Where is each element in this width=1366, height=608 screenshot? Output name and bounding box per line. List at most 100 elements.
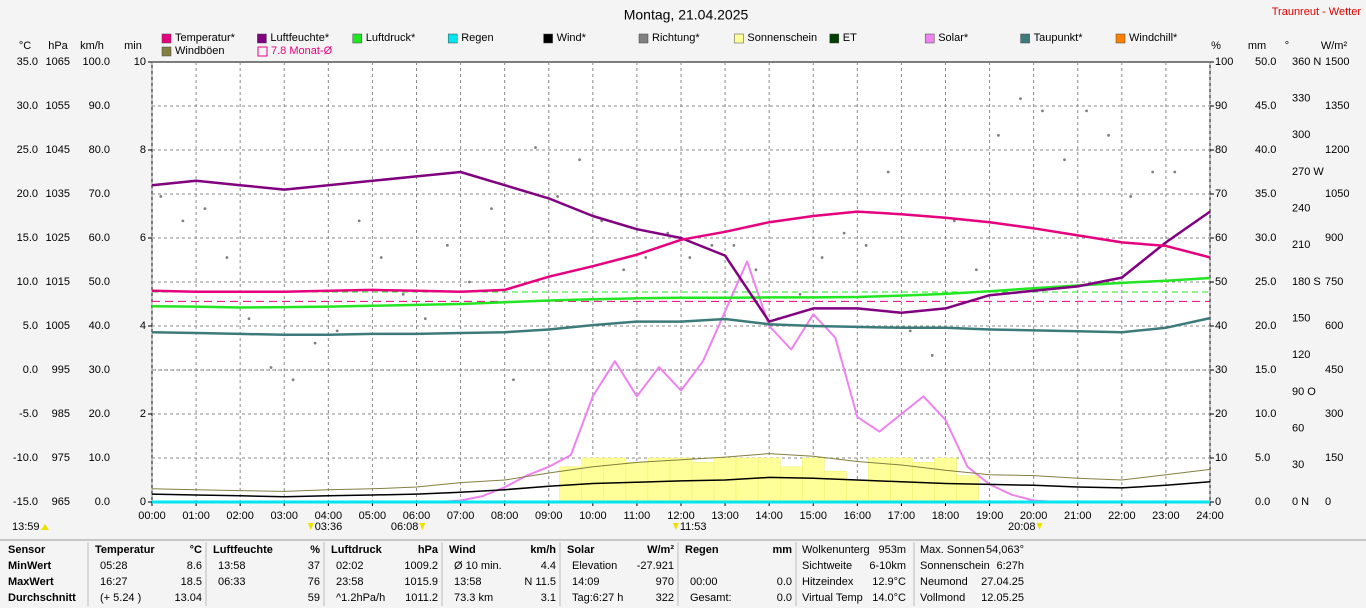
y-tick-label: 985 — [52, 408, 70, 420]
axis-unit: mm — [1248, 40, 1266, 52]
y-tick-label: 50.0 — [89, 276, 110, 288]
axis-unit: W/m² — [1321, 40, 1348, 52]
direction-point — [401, 292, 405, 296]
direction-point — [732, 243, 736, 247]
direction-point — [313, 341, 317, 345]
y-tick-label: 0.0 — [23, 364, 38, 376]
sunshine-bar — [735, 457, 759, 503]
stats-header: Solar — [567, 544, 595, 556]
direction-point — [1019, 97, 1022, 101]
direction-point — [1129, 195, 1133, 198]
stats-header: Wind — [449, 544, 476, 556]
legend-swatch — [1020, 33, 1030, 44]
y-tick-label: 20.0 — [17, 188, 38, 200]
stats-unit: km/h — [530, 544, 556, 556]
y-tick-label: 60 — [1292, 423, 1304, 435]
y-tick-label: 1065 — [46, 56, 70, 68]
direction-point — [1085, 109, 1088, 113]
legend-swatch — [257, 46, 268, 57]
y-tick-label: -15.0 — [13, 496, 38, 508]
direction-point — [181, 219, 185, 223]
direction-point — [644, 256, 648, 259]
sunshine-bar — [691, 462, 715, 503]
stats-cell: 23:58 — [336, 576, 364, 588]
annotation-marker — [307, 523, 314, 530]
stats-value: 1011.2 — [405, 592, 438, 604]
axis-unit: km/h — [80, 40, 104, 52]
y-tick-label: 40.0 — [1255, 144, 1276, 156]
x-tick-label: 21:00 — [1064, 510, 1092, 522]
y-tick-label: 100 — [1215, 56, 1233, 68]
sunshine-bar — [801, 457, 825, 503]
legend-label: Luftdruck* — [366, 32, 416, 44]
x-tick-label: 01:00 — [182, 510, 210, 522]
y-tick-label: 70.0 — [89, 188, 110, 200]
extra-value: 953m — [878, 544, 906, 556]
y-tick-label: 0 N — [1292, 496, 1309, 508]
y-tick-label: 240 — [1292, 203, 1310, 215]
axis-unit: hPa — [48, 40, 68, 52]
direction-point — [622, 268, 626, 272]
y-tick-label: 40 — [1215, 320, 1227, 332]
y-tick-label: 270 W — [1292, 166, 1324, 178]
direction-point — [468, 280, 471, 284]
direction-point — [798, 292, 802, 296]
y-tick-label: 30.0 — [89, 364, 110, 376]
direction-point — [1151, 170, 1155, 174]
series-line — [151, 316, 1211, 337]
y-tick-label: 50 — [1215, 276, 1227, 288]
direction-point — [952, 219, 956, 223]
y-tick-label: 1015 — [46, 276, 70, 288]
stats-row-label: MaxWert — [8, 576, 54, 588]
direction-point — [710, 243, 714, 247]
direction-point — [842, 231, 846, 235]
direction-point — [974, 268, 978, 272]
stats-header: Luftdruck — [331, 544, 383, 556]
y-tick-label: 0 — [140, 496, 146, 508]
direction-point — [534, 146, 537, 149]
stats-unit: hPa — [418, 544, 439, 556]
y-tick-label: -5.0 — [19, 408, 38, 420]
y-tick-label: 975 — [52, 452, 70, 464]
y-tick-label: 40.0 — [89, 320, 110, 332]
y-tick-label: 8 — [140, 144, 146, 156]
stats-value: -27.921 — [637, 560, 674, 572]
y-tick-label: 90 — [1215, 100, 1227, 112]
legend-label: Taupunkt* — [1034, 32, 1084, 44]
y-tick-label: 965 — [52, 496, 70, 508]
stats-cell: Elevation — [572, 560, 617, 572]
stats-value: 13.04 — [174, 592, 202, 604]
stats-cell: (+ 5.24 ) — [100, 592, 141, 604]
stats-value: 0.0 — [777, 592, 792, 604]
x-tick-label: 24:00 — [1196, 510, 1224, 522]
direction-point — [820, 256, 824, 259]
legend-label: Temperatur* — [175, 32, 236, 44]
direction-point — [423, 317, 427, 321]
extra-label: Wolkenunterg — [802, 544, 870, 556]
x-tick-label: 04:00 — [315, 510, 343, 522]
y-tick-label: 60.0 — [89, 232, 110, 244]
y-tick-label: 1005 — [46, 320, 70, 332]
y-tick-label: 1500 — [1325, 56, 1349, 68]
x-tick-label: 12:00 — [667, 510, 695, 522]
direction-point — [556, 195, 559, 198]
axis-unit: min — [124, 40, 142, 52]
y-tick-label: 210 — [1292, 239, 1310, 251]
y-tick-label: 1200 — [1325, 144, 1349, 156]
y-tick-label: 5.0 — [23, 320, 38, 332]
stats-value: 76 — [308, 576, 320, 588]
stats-cell: Tag:6:27 h — [572, 592, 623, 604]
y-tick-label: 10.0 — [1255, 408, 1276, 420]
direction-point — [490, 207, 493, 211]
y-tick-label: 10 — [1215, 452, 1227, 464]
direction-point — [1107, 133, 1111, 137]
grid — [151, 62, 1211, 502]
stats-cell: 16:27 — [100, 576, 128, 588]
stats-cell: 14:09 — [572, 576, 600, 588]
legend-swatch — [734, 33, 744, 44]
y-tick-label: 15.0 — [1255, 364, 1276, 376]
legend-swatch — [447, 33, 458, 44]
stats-unit: W/m² — [647, 544, 674, 556]
direction-point — [864, 243, 868, 247]
x-tick-label: 18:00 — [932, 510, 960, 522]
